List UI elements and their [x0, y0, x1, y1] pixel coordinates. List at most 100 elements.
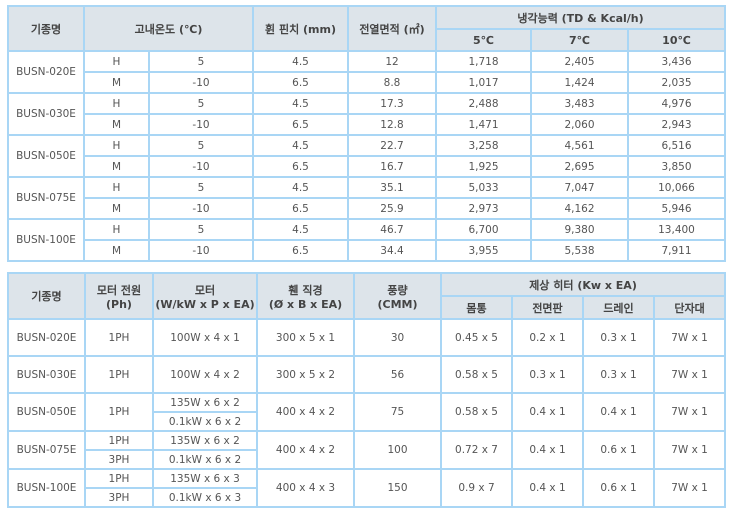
cap-7c-cell: 1,424 [530, 71, 629, 94]
front-cell: 0.4 x 1 [511, 430, 584, 470]
motor-cell: 135W x 6 x 2 [152, 392, 258, 413]
header-area: 전열면적 (㎡) [347, 5, 437, 52]
body-cell: 0.72 x 7 [440, 430, 513, 470]
fin-pitch-cell: 6.5 [252, 155, 349, 178]
header-5c: 5℃ [435, 28, 532, 52]
fin-pitch-cell: 4.5 [252, 218, 349, 241]
fin-pitch-cell: 4.5 [252, 176, 349, 199]
table-row: M -10 6.5 12.8 1,471 2,060 2,943 [8, 113, 726, 136]
cap-5c-cell: 1,718 [435, 50, 532, 73]
area-cell: 25.9 [347, 197, 437, 220]
cap-10c-cell: 7,911 [627, 239, 726, 262]
table-row: BUSN-100E H 5 4.5 46.7 6,700 9,380 13,400 [7, 218, 726, 262]
motor-cell: 100W x 4 x 1 [152, 318, 258, 357]
table-row: BUSN-030E 1PH 100W x 4 x 2 300 x 5 x 2 56 0.5… [7, 355, 727, 394]
terminal-cell: 7W x 1 [652, 430, 727, 470]
header-airflow-unit: (CMM) [377, 297, 418, 311]
temp-cell: 5 [148, 218, 254, 241]
header-drain: 드레인 [582, 295, 655, 320]
header-airflow: 풍량 (CMM) [353, 272, 442, 320]
temp-cell: 5 [148, 134, 254, 157]
body-cell: 0.58 x 5 [440, 392, 513, 432]
specification-table: 기종명 모터 전원 (Ph) 모터 (W/kW x P x EA) 휀 직경 (Ø x… [7, 272, 727, 508]
mode-cell: M [83, 155, 150, 178]
fin-pitch-cell: 4.5 [252, 50, 349, 73]
header-model: 기종명 [7, 5, 85, 52]
header-fan: 휀 직경 (Ø x B x EA) [256, 272, 355, 320]
header-body: 몸통 [440, 295, 513, 320]
temp-cell: 5 [148, 92, 254, 115]
cap-10c-cell: 2,035 [627, 71, 726, 94]
temp-cell: -10 [148, 71, 254, 94]
cap-5c-cell: 3,258 [435, 134, 532, 157]
model-cell: BUSN-020E [7, 50, 85, 94]
air-cell: 56 [353, 355, 442, 394]
model-cell: BUSN-075E [7, 430, 86, 470]
header-capacity: 냉각능력 (TD & Kcal/h) [435, 5, 726, 30]
front-cell: 0.2 x 1 [511, 318, 584, 357]
model-cell: BUSN-100E [7, 218, 85, 262]
mode-cell: H [83, 134, 150, 157]
header-fan-label: 휀 직경 [288, 283, 323, 297]
power-cell: 1PH [84, 430, 154, 451]
fan-cell: 400 x 4 x 2 [256, 430, 355, 470]
power-cell: 1PH [84, 355, 154, 394]
model-cell: BUSN-030E [7, 92, 85, 136]
mode-cell: H [83, 50, 150, 73]
header-motor-label: 모터 [194, 283, 216, 297]
cap-7c-cell: 4,561 [530, 134, 629, 157]
header-heater: 제상 히터 (Kw x EA) [439, 272, 727, 297]
header-power: 모터 전원 (Ph) [84, 272, 154, 320]
cap-7c-cell: 5,538 [530, 239, 629, 262]
power-cell: 3PH [84, 449, 154, 470]
table-row: BUSN-020E 1PH 100W x 4 x 1 300 x 5 x 1 30 0.4… [7, 318, 727, 357]
cap-10c-cell: 10,066 [627, 176, 726, 199]
fin-pitch-cell: 6.5 [252, 71, 349, 94]
table-row: BUSN-020E H 5 4.5 12 1,718 2,405 3,436 [7, 50, 726, 94]
cap-7c-cell: 2,405 [530, 50, 629, 73]
cap-7c-cell: 7,047 [530, 176, 629, 199]
body-cell: 0.58 x 5 [440, 355, 513, 394]
mode-cell: M [83, 71, 150, 94]
model-cell: BUSN-075E [7, 176, 85, 220]
terminal-cell: 7W x 1 [652, 468, 727, 508]
cap-10c-cell: 13,400 [627, 218, 726, 241]
header-temp: 고내온도 (℃) [83, 5, 254, 52]
table-row: BUSN-050E 1PH 135W x 6 x 2 400 x 4 x 2 75 0.5… [7, 392, 727, 432]
header-10c: 10℃ [627, 28, 726, 52]
area-cell: 12 [347, 50, 437, 73]
header-front: 전면판 [511, 295, 584, 320]
fan-cell: 300 x 5 x 1 [256, 318, 355, 357]
area-cell: 17.3 [347, 92, 437, 115]
drain-cell: 0.3 x 1 [582, 355, 655, 394]
table-row: M -10 6.5 16.7 1,925 2,695 3,850 [8, 155, 726, 178]
temp-cell: -10 [148, 239, 254, 262]
cap-7c-cell: 2,695 [530, 155, 629, 178]
terminal-cell: 7W x 1 [652, 318, 727, 357]
area-cell: 46.7 [347, 218, 437, 241]
table-subrow: 3PH 0.1kW x 6 x 3 [8, 487, 725, 508]
table-row: BUSN-100E 1PH 135W x 6 x 3 400 x 4 x 3 150 0.… [7, 468, 727, 508]
table-subrow: 3PH 0.1kW x 6 x 2 [8, 449, 725, 470]
mode-cell: H [83, 218, 150, 241]
header-model: 기종명 [7, 272, 86, 320]
cap-7c-cell: 2,060 [530, 113, 629, 136]
terminal-cell: 7W x 1 [652, 392, 727, 432]
model-cell: BUSN-050E [7, 134, 85, 178]
power-cell: 1PH [84, 468, 154, 489]
temp-cell: -10 [148, 113, 254, 136]
cap-10c-cell: 3,850 [627, 155, 726, 178]
fin-pitch-cell: 6.5 [252, 239, 349, 262]
header-terminal: 단자대 [652, 295, 727, 320]
drain-cell: 0.6 x 1 [582, 430, 655, 470]
area-cell: 35.1 [347, 176, 437, 199]
fan-cell: 400 x 4 x 2 [256, 392, 355, 432]
fin-pitch-cell: 6.5 [252, 197, 349, 220]
cap-10c-cell: 6,516 [627, 134, 726, 157]
cap-10c-cell: 2,943 [627, 113, 726, 136]
body-cell: 0.45 x 5 [440, 318, 513, 357]
drain-cell: 0.3 x 1 [582, 318, 655, 357]
table-row: M -10 6.5 34.4 3,955 5,538 7,911 [8, 239, 726, 262]
header-fin-pitch: 휜 핀치 (mm) [252, 5, 349, 52]
cap-7c-cell: 9,380 [530, 218, 629, 241]
